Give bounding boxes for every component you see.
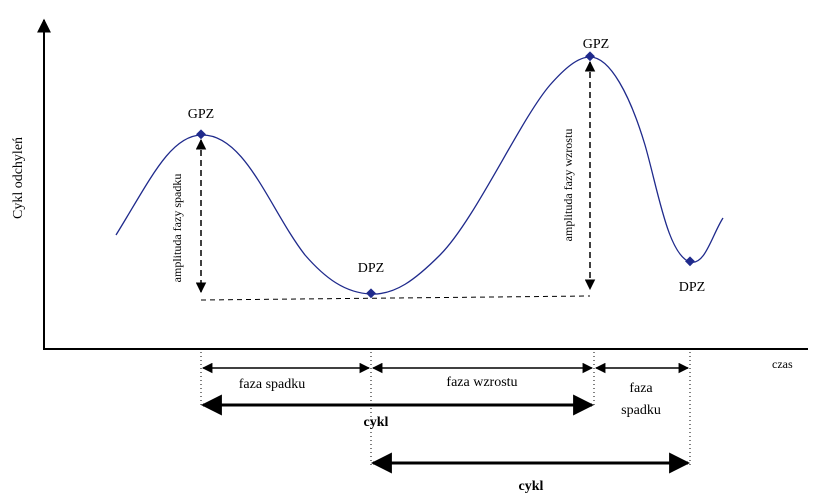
peak2-marker bbox=[585, 51, 595, 62]
trough1-label: DPZ bbox=[358, 261, 384, 276]
trough1-marker bbox=[366, 288, 376, 299]
baseline-dashed bbox=[200, 295, 591, 301]
x-axis-label: czas bbox=[772, 357, 793, 371]
phase-decline2-label-line2: spadku bbox=[621, 403, 661, 418]
cycle1-label: cykl bbox=[364, 415, 389, 430]
cycle2-label: cykl bbox=[519, 479, 544, 494]
amplitude-decline-label: amplituda fazy spadku bbox=[170, 174, 184, 283]
trough2-label: DPZ bbox=[679, 280, 705, 295]
trough2-marker bbox=[685, 256, 695, 267]
peak1-label: GPZ bbox=[188, 107, 214, 122]
y-axis-label: Cykl odchyleń bbox=[11, 137, 26, 219]
phase-growth-label: faza wzrostu bbox=[446, 375, 517, 390]
phase-decline2-label-line1: faza bbox=[629, 381, 653, 396]
cycle-curve bbox=[115, 56, 724, 295]
peak2-label: GPZ bbox=[583, 37, 609, 52]
phase-decline1-label: faza spadku bbox=[239, 377, 305, 392]
amplitude-growth-label: amplituda fazy wzrostu bbox=[561, 129, 575, 242]
peak1-marker bbox=[196, 129, 206, 140]
